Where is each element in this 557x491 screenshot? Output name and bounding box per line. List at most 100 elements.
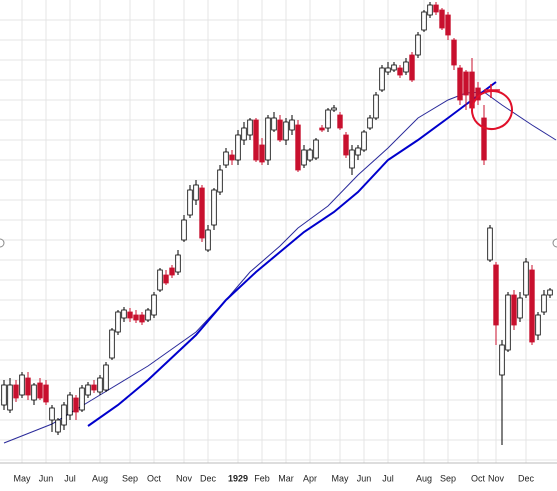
candle-body	[91, 384, 97, 391]
candle-body	[259, 144, 265, 163]
candle-body	[535, 314, 541, 336]
moving-average	[87, 81, 497, 427]
candle-body	[397, 67, 403, 76]
candle-body	[427, 4, 433, 16]
x-tick-label: Aug	[416, 473, 432, 483]
candle-body	[49, 407, 55, 421]
annotation-circle	[471, 89, 513, 131]
candle-body	[445, 14, 451, 36]
candle-body	[97, 377, 103, 393]
candle-body	[481, 117, 487, 161]
candle-body	[277, 119, 283, 141]
candle-body	[367, 117, 373, 129]
candle-body	[187, 189, 193, 216]
candle-body	[301, 149, 307, 166]
candle-body	[79, 387, 85, 411]
x-tick-label: Nov	[488, 473, 505, 483]
candle-body	[61, 404, 67, 426]
candle-body	[235, 134, 241, 161]
candle-body	[337, 114, 343, 129]
candle-body	[163, 274, 169, 284]
candle-body	[85, 384, 91, 396]
candle-body	[289, 119, 295, 131]
candle-body	[265, 117, 271, 161]
x-tick-label: Jul	[382, 473, 394, 483]
x-tick-label: Jun	[357, 473, 372, 483]
candle-body	[115, 311, 121, 333]
candle-body	[19, 374, 25, 396]
candle-body	[403, 61, 409, 73]
candle-body	[7, 384, 13, 411]
x-tick-label: Feb	[254, 473, 270, 483]
candle-body	[133, 314, 139, 321]
candle-body	[355, 147, 361, 156]
x-tick-label: Jun	[39, 473, 54, 483]
candle-body	[529, 269, 535, 343]
candle-body	[487, 227, 493, 261]
candle-body	[385, 67, 391, 73]
candle-body	[349, 149, 355, 169]
candle-body	[157, 269, 163, 291]
resize-handle[interactable]	[0, 238, 5, 248]
x-tick-label: Sep	[440, 473, 456, 483]
candle-body	[415, 34, 421, 56]
candle-body	[457, 67, 463, 101]
candle-body	[169, 267, 175, 276]
x-tick-label: Mar	[278, 473, 294, 483]
candle-body	[547, 289, 553, 296]
candle-body	[361, 131, 367, 151]
candle-body	[199, 187, 205, 239]
x-tick-label: Sep	[122, 473, 138, 483]
plot	[1, 2, 557, 445]
candle-body	[67, 394, 73, 416]
candle-body	[25, 377, 31, 396]
candle-body	[175, 254, 181, 273]
x-tick-label: 1929	[228, 473, 248, 483]
candle-body	[343, 134, 349, 156]
candle-body	[541, 294, 547, 313]
candle-body	[439, 9, 445, 29]
candle-body	[181, 219, 187, 241]
candle-body	[127, 311, 133, 319]
resize-handle[interactable]	[552, 238, 557, 248]
candle-body	[391, 64, 397, 71]
candle-body	[229, 154, 235, 161]
candle-body	[373, 94, 379, 119]
candle-body	[211, 189, 217, 226]
candle-body	[379, 67, 385, 91]
x-tick-label: Nov	[176, 473, 193, 483]
candle-body	[463, 71, 469, 96]
candle-body	[505, 294, 511, 351]
candle-body	[37, 382, 43, 399]
candle-body	[241, 127, 247, 141]
candle-body	[253, 119, 259, 161]
candle-body	[331, 107, 337, 111]
candle-body	[313, 139, 319, 159]
candle-body	[43, 384, 49, 403]
candle-body	[319, 127, 325, 131]
candle-body	[451, 39, 457, 66]
candle-body	[409, 54, 415, 81]
candle-body	[1, 384, 7, 406]
candle-body	[151, 294, 157, 316]
candle-body	[307, 149, 313, 161]
candle-body	[193, 184, 199, 201]
x-tick-label: Dec	[518, 473, 535, 483]
candle-body	[121, 309, 127, 319]
candle-body	[493, 264, 499, 326]
candle-body	[523, 261, 529, 296]
candle-body	[145, 309, 151, 321]
candle-body	[31, 384, 37, 401]
candle-body	[517, 297, 523, 319]
candle-body	[283, 121, 289, 141]
candle-body	[433, 4, 439, 13]
x-tick-label: Apr	[303, 473, 317, 483]
x-tick-label: Oct	[147, 473, 162, 483]
candle-body	[223, 151, 229, 166]
candle-body	[55, 419, 61, 433]
x-tick-label: May	[13, 473, 31, 483]
candle-body	[205, 229, 211, 251]
candle-body	[13, 384, 19, 399]
candle-body	[109, 329, 115, 359]
